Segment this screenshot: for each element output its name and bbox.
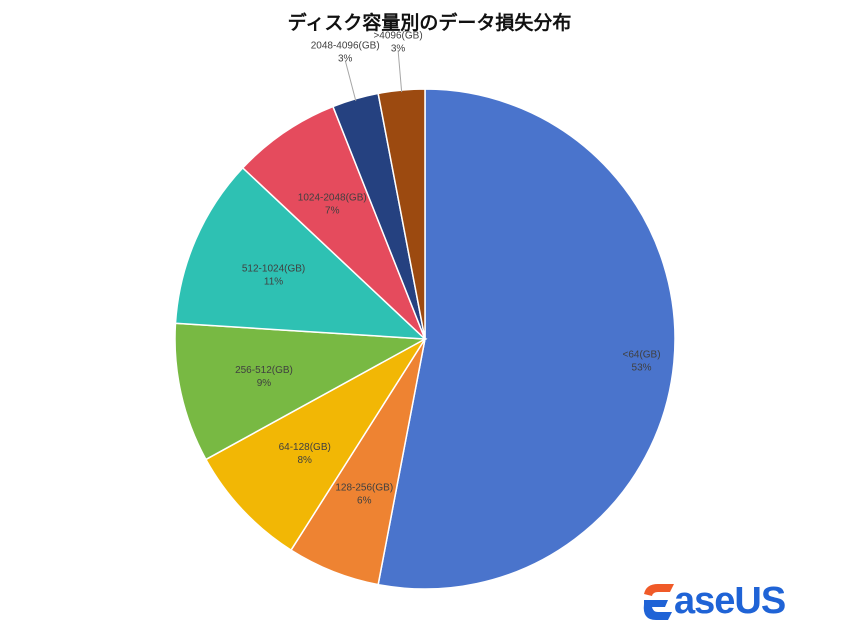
slice-category-label: >4096(GB) — [373, 30, 422, 41]
easeus-logo: aseUS — [640, 576, 830, 626]
slice-percent-label: 6% — [357, 495, 372, 506]
slice-category-label: 1024-2048(GB) — [298, 193, 367, 204]
chart-title: ディスク容量別のデータ損失分布 — [287, 12, 572, 34]
slice-category-label: 256-512(GB) — [235, 365, 293, 376]
pie-slice — [204, 338, 426, 552]
slice-percent-label: 8% — [297, 455, 312, 466]
leader-line — [397, 50, 403, 93]
slice-percent-label: 3% — [391, 43, 406, 54]
slice-percent-label: 7% — [325, 206, 340, 217]
pie-slice — [377, 88, 676, 590]
slice-category-label: 2048-4096(GB) — [311, 40, 380, 51]
logo-text: aseUS — [674, 580, 786, 622]
slice-category-label: 128-256(GB) — [335, 482, 393, 493]
slice-percent-label: 11% — [264, 276, 283, 287]
slice-percent-label: 9% — [257, 378, 272, 389]
pie-slice — [174, 322, 428, 461]
pie-slice — [174, 166, 428, 340]
slice-category-label: <64(GB) — [622, 349, 660, 360]
easeus-logo-mark-icon — [643, 584, 674, 620]
slice-category-label: 512-1024(GB) — [242, 263, 305, 274]
slice-percent-label: 53% — [632, 362, 652, 373]
pie-slice — [241, 105, 426, 340]
leader-line — [344, 60, 357, 101]
slice-percent-label: 3% — [338, 53, 353, 64]
slice-category-label: 64-128(GB) — [279, 442, 331, 453]
